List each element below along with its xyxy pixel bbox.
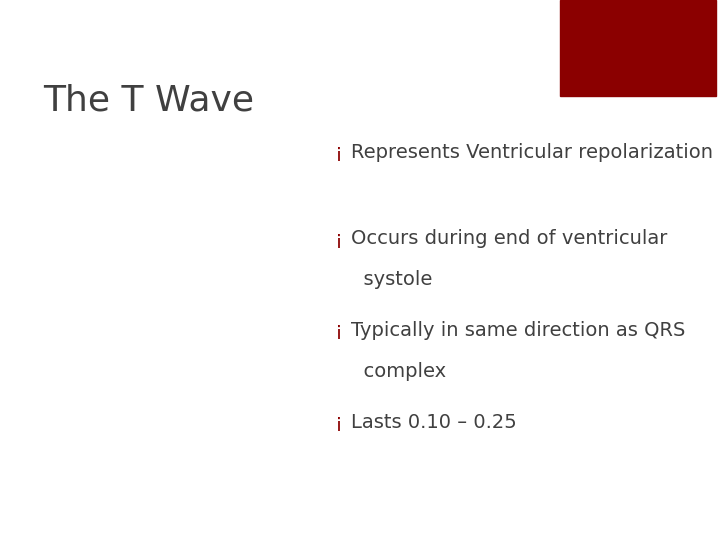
Text: Lasts 0.10 – 0.25: Lasts 0.10 – 0.25 [351,413,516,432]
Text: ¡: ¡ [335,143,343,162]
Text: ¡: ¡ [335,413,343,432]
Text: systole: systole [351,270,432,289]
Text: Typically in same direction as QRS: Typically in same direction as QRS [351,321,685,340]
Text: ¡: ¡ [335,321,343,340]
Text: The T Wave: The T Wave [43,84,254,118]
Text: Occurs during end of ventricular: Occurs during end of ventricular [351,230,667,248]
Text: ¡: ¡ [335,230,343,248]
Text: Represents Ventricular repolarization: Represents Ventricular repolarization [351,143,713,162]
Text: complex: complex [351,362,446,381]
